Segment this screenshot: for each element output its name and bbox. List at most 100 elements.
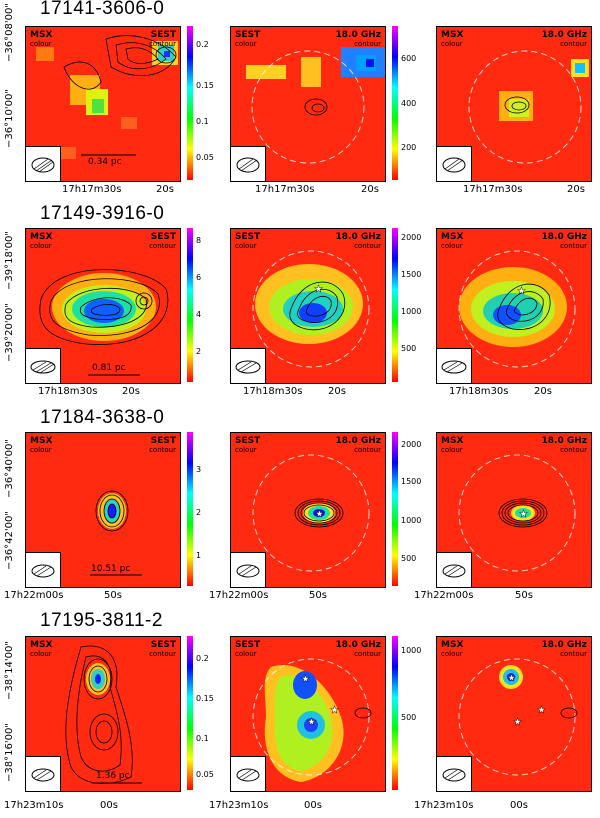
row-2-panel-2-beam (231, 552, 266, 587)
row-2-ra-tick-b2: 50s (309, 590, 327, 601)
row-2-dec-tick-b: −36°42'00" (4, 511, 15, 570)
row-1-panel-1: MSX colour SEST contour 0.81 pc (25, 228, 181, 384)
row-1-ra-tick-b: 20s (122, 386, 140, 397)
row-0-cbar2-tick: 400 (401, 99, 417, 108)
row-1-panel-2-left-sub: colour (235, 242, 257, 250)
row-1-panel-3: ★ MSX colour 18.0 GHz contour (436, 228, 592, 384)
row-3-panel-2-right-sub: contour (354, 650, 381, 658)
svg-text:★: ★ (519, 509, 528, 520)
row-0-dec-tick-a: −36°08'00" (4, 3, 15, 62)
row-1-ra-tick-b3: 20s (534, 386, 552, 397)
row-0-panel-3: MSX colour 18.0 GHz contour (436, 26, 592, 182)
row-1-panel-2-right-label: 18.0 GHz (335, 232, 382, 242)
row-0-ra-tick-a3: 17h17m30s (463, 184, 523, 195)
row-3-scale-label: 1.36 pc (96, 771, 130, 781)
row-2-panel-2-right-sub: contour (354, 446, 381, 454)
row-3-cbar1-tick: 0.05 (196, 770, 214, 779)
svg-text:★: ★ (315, 509, 324, 520)
row-3-panel-2-left-label: SEST (235, 640, 261, 650)
row-0-panel-3-left-label: MSX (441, 30, 464, 40)
row-2-panel-1: MSX colour SEST contour 10.51 pc (25, 432, 181, 588)
row-3-dec-tick-b: −38°16'00" (4, 723, 15, 782)
row-2-cbar2-tick: 1500 (401, 477, 422, 486)
row-1-cbar1-tick: 6 (196, 273, 202, 282)
row-0-panel-2: SEST colour 18.0 GHz contour (230, 26, 386, 182)
row-1-cbar1-tick: 2 (196, 347, 202, 356)
row-2-ra-tick-b3: 50s (515, 590, 533, 601)
row-0-scale-label: 0.34 pc (88, 157, 122, 167)
row-2-panel-3-right-label: 18.0 GHz (541, 436, 588, 446)
row-0-panel-3-beam (437, 146, 472, 181)
svg-text:★: ★ (513, 717, 522, 728)
row-1-panel-1-beam (26, 348, 61, 383)
row-3-panel-3-beam (437, 756, 472, 791)
row-0-title: 17141-3606-0 (40, 0, 165, 19)
row-0-colorbar-2 (392, 26, 398, 180)
row-3-panel-3-left-sub: colour (441, 650, 463, 658)
row-0-cbar2-tick: 600 (401, 54, 417, 63)
row-1-panel-2-beam (231, 348, 266, 383)
row-1-panel-1-right-sub: contour (149, 242, 176, 250)
row-1-panel-2-left-label: SEST (235, 232, 261, 242)
row-1-panel-1-left-label: MSX (30, 232, 53, 242)
row-2-cbar2-tick: 1000 (401, 516, 422, 525)
row-2-panel-2-left-sub: colour (235, 446, 257, 454)
row-1-panel-2-right-sub: contour (354, 242, 381, 250)
row-3-cbar1-tick: 0.1 (196, 734, 209, 743)
row-0-ra-tick-b2: 20s (361, 184, 379, 195)
row-2-cbar1-tick: 2 (196, 508, 202, 517)
svg-text:★: ★ (301, 674, 310, 685)
row-3-panel-2-beam (231, 756, 266, 791)
row-2-panel-1-right-sub: contour (149, 446, 176, 454)
row-3-panel-3-left-label: MSX (441, 640, 464, 650)
row-3-title: 17195-3811-2 (40, 610, 163, 631)
row-3-dec-tick-a: −38°14'00" (4, 641, 15, 700)
row-3-panel-1-right-label: SEST (150, 640, 176, 650)
row-2-panel-3: ★ MSX colour 18.0 GHz contour (436, 432, 592, 588)
row-0-panel-2-right-label: 18.0 GHz (335, 30, 382, 40)
row-0-cbar1-tick: 0.2 (196, 40, 209, 49)
row-0-panel-3-right-label: 18.0 GHz (541, 30, 588, 40)
row-2-panel-3-beam (437, 552, 472, 587)
row-2-cbar2-tick: 500 (401, 554, 417, 563)
row-1-ra-tick-a3: 17h18m30s (449, 386, 509, 397)
row-1-cbar2-tick: 1000 (401, 307, 422, 316)
row-1-colorbar-2 (392, 228, 398, 382)
row-3-ra-tick-a: 17h23m10s (4, 800, 64, 811)
row-2-panel-3-right-sub: contour (560, 446, 587, 454)
row-2-cbar1-tick: 3 (196, 465, 202, 474)
svg-text:★: ★ (314, 284, 323, 295)
row-0-ra-tick-b: 20s (156, 184, 174, 195)
row-3-panel-2-right-label: 18.0 GHz (335, 640, 382, 650)
row-2-dec-tick-a: −36°40'00" (4, 439, 15, 498)
row-3-ra-tick-b: 00s (100, 800, 118, 811)
row-1-cbar1-tick: 4 (196, 310, 202, 319)
row-1-panel-1-left-sub: colour (30, 242, 52, 250)
row-0-colorbar-1 (187, 26, 193, 180)
row-3-ra-tick-a2: 17h23m10s (209, 800, 269, 811)
row-2-cbar1-tick: 1 (196, 551, 202, 560)
row-0-cbar2-tick: 200 (401, 143, 417, 152)
row-0-panel-1-left-sub: colour (30, 40, 52, 48)
row-1-ra-tick-a: 17h18m30s (38, 386, 98, 397)
row-0-panel-1-right-label: SEST (150, 30, 176, 40)
row-2-panel-1-right-label: SEST (150, 436, 176, 446)
row-0-panel-2-right-sub: contour (354, 40, 381, 48)
row-2-colorbar-1 (187, 432, 193, 586)
row-3-panel-1-right-sub: contour (149, 650, 176, 658)
row-1-panel-1-image (26, 229, 180, 383)
row-3-panel-2-left-sub: colour (235, 650, 257, 658)
row-1-panel-3-right-label: 18.0 GHz (541, 232, 588, 242)
row-3-ra-tick-b3: 00s (510, 800, 528, 811)
row-1-colorbar-1 (187, 228, 193, 382)
row-3-ra-tick-b2: 00s (304, 800, 322, 811)
row-1-scale-label: 0.81 pc (92, 363, 126, 373)
row-0-panel-2-left-sub: colour (235, 40, 257, 48)
svg-text:★: ★ (330, 705, 339, 716)
row-0-cbar1-tick: 0.15 (196, 81, 214, 90)
row-0-panel-1-left-label: MSX (30, 30, 53, 40)
row-0-panel-1: MSX colour SEST contour 0.34 pc (25, 26, 181, 182)
row-3-colorbar-1 (187, 636, 193, 790)
row-0-ra-tick-a: 17h17m30s (62, 184, 122, 195)
row-2-ra-tick-a2: 17h22m00s (209, 590, 269, 601)
